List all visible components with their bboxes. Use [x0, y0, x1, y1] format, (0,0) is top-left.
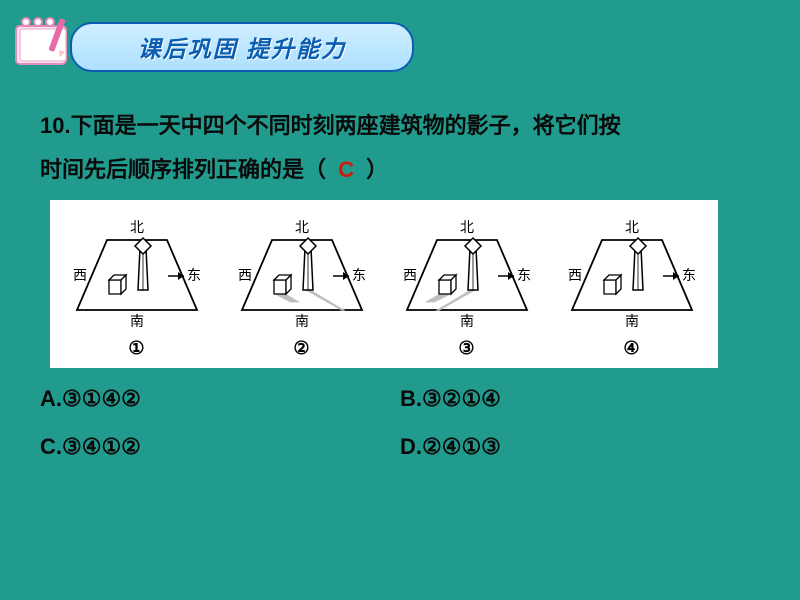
question-block: 10.下面是一天中四个不同时刻两座建筑物的影子，将它们按 时间先后顺序排列正确的…	[40, 104, 760, 192]
notebook-icon	[10, 16, 78, 70]
svg-text:南: 南	[130, 314, 144, 330]
panel-label-1: ①	[128, 338, 144, 359]
panel-label-4: ④	[623, 338, 639, 359]
header-banner: 课后巩固 提升能力	[10, 10, 430, 74]
panel-svg-4: 北南 西 东	[557, 210, 707, 336]
answer-letter: C	[332, 157, 360, 182]
panel-svg-3: 北南 西 东	[392, 210, 542, 336]
figure-panel-4: 北南 西 东 ④	[557, 209, 707, 359]
figure-row: 北南 西 东 ① 北南 西 东 ② 北南 西 东 ③ 北南 西 东 ④	[50, 200, 718, 368]
question-line-1: 10.下面是一天中四个不同时刻两座建筑物的影子，将它们按	[40, 104, 760, 148]
banner-bubble: 课后巩固 提升能力	[70, 22, 414, 72]
svg-text:北: 北	[625, 220, 639, 236]
svg-text:东: 东	[517, 268, 531, 284]
figure-panel-2: 北南 西 东 ②	[227, 209, 377, 359]
question-line-2-suffix: ）	[366, 157, 388, 182]
banner-text: 课后巩固 提升能力	[138, 30, 346, 64]
option-B: B.③②①④	[400, 386, 760, 412]
option-A: A.③①④②	[40, 386, 400, 412]
panel-label-3: ③	[458, 338, 474, 359]
question-line-2-prefix: 时间先后顺序排列正确的是（	[40, 157, 326, 182]
svg-text:西: 西	[403, 269, 417, 284]
svg-text:东: 东	[352, 268, 366, 284]
svg-text:南: 南	[295, 314, 309, 330]
option-D: D.②④①③	[400, 434, 760, 460]
svg-text:西: 西	[568, 269, 582, 284]
svg-text:北: 北	[295, 220, 309, 236]
panel-svg-1: 北南 西 东	[62, 210, 212, 336]
options-grid: A.③①④② B.③②①④ C.③④①② D.②④①③	[40, 386, 760, 460]
option-C: C.③④①②	[40, 434, 400, 460]
svg-text:北: 北	[130, 220, 144, 236]
svg-text:南: 南	[460, 314, 474, 330]
figure-panel-3: 北南 西 东 ③	[392, 209, 542, 359]
svg-text:东: 东	[187, 268, 201, 284]
svg-text:南: 南	[625, 314, 639, 330]
svg-text:东: 东	[682, 268, 696, 284]
question-line-2: 时间先后顺序排列正确的是（ C ）	[40, 148, 760, 192]
figure-panel-1: 北南 西 东 ①	[62, 209, 212, 359]
svg-text:北: 北	[460, 220, 474, 236]
svg-text:西: 西	[73, 269, 87, 284]
panel-svg-2: 北南 西 东	[227, 210, 377, 336]
svg-text:西: 西	[238, 269, 252, 284]
panel-label-2: ②	[293, 338, 309, 359]
